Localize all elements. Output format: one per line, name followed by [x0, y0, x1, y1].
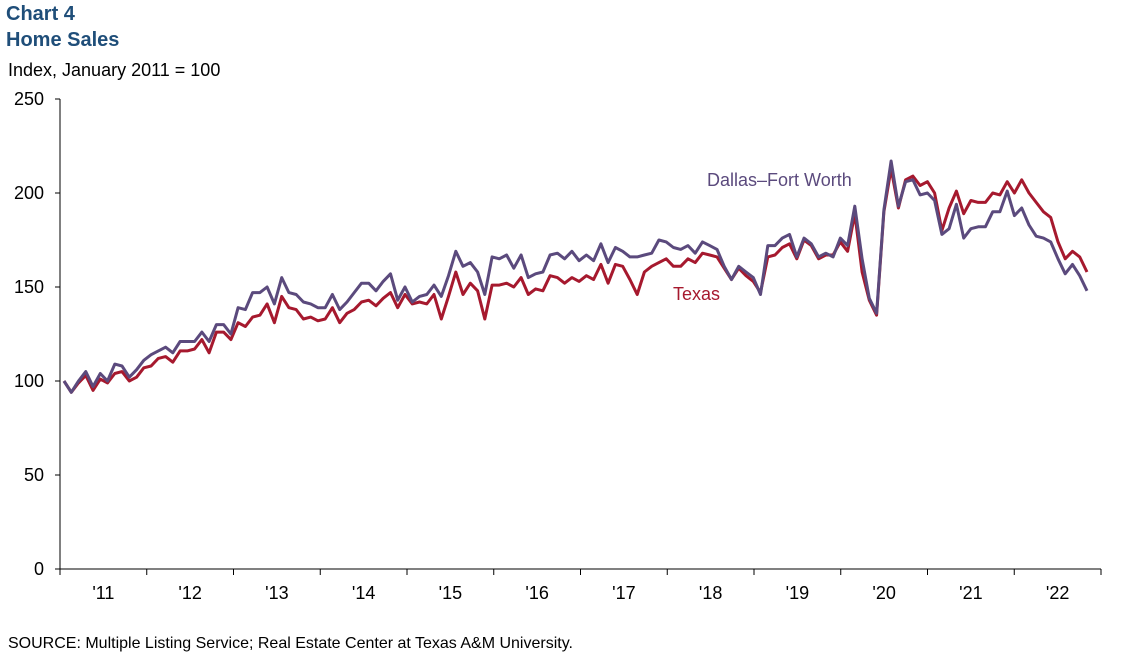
- y-tick-label: 100: [14, 371, 44, 391]
- texas-series-line: [62, 167, 1089, 394]
- y-tick-label: 250: [14, 89, 44, 109]
- y-tick-label: 0: [34, 559, 44, 579]
- y-tick-label: 200: [14, 183, 44, 203]
- dfw-series-label: Dallas–Fort Worth: [707, 170, 852, 190]
- x-tick-label: '20: [872, 583, 895, 603]
- dfw-series-line: [62, 159, 1089, 394]
- x-tick-label: '15: [439, 583, 462, 603]
- y-tick-label: 50: [24, 465, 44, 485]
- x-tick-label: '11: [92, 583, 114, 603]
- texas-series-label: Texas: [673, 284, 720, 304]
- x-tick-label: '16: [525, 583, 548, 603]
- x-tick-label: '17: [612, 583, 635, 603]
- x-tick-label: '12: [178, 583, 201, 603]
- chart-title: Home Sales: [6, 29, 120, 51]
- x-tick-label: '13: [265, 583, 288, 603]
- x-tick-label: '21: [959, 583, 982, 603]
- source-note: SOURCE: Multiple Listing Service; Real E…: [8, 635, 573, 652]
- x-tick-label: '22: [1046, 583, 1069, 603]
- x-tick-label: '19: [786, 583, 809, 603]
- home-sales-line-chart: 0 50 100 150 200 250 '11 '12 '13 '14 '15 '16 '17 '18 '…: [14, 89, 1102, 603]
- y-tick-label: 150: [14, 277, 44, 297]
- x-tick-label: '14: [352, 583, 375, 603]
- chart-subtitle: Index, January 2011 = 100: [8, 60, 221, 80]
- x-tick-label: '18: [699, 583, 722, 603]
- chart-number: Chart 4: [6, 3, 75, 25]
